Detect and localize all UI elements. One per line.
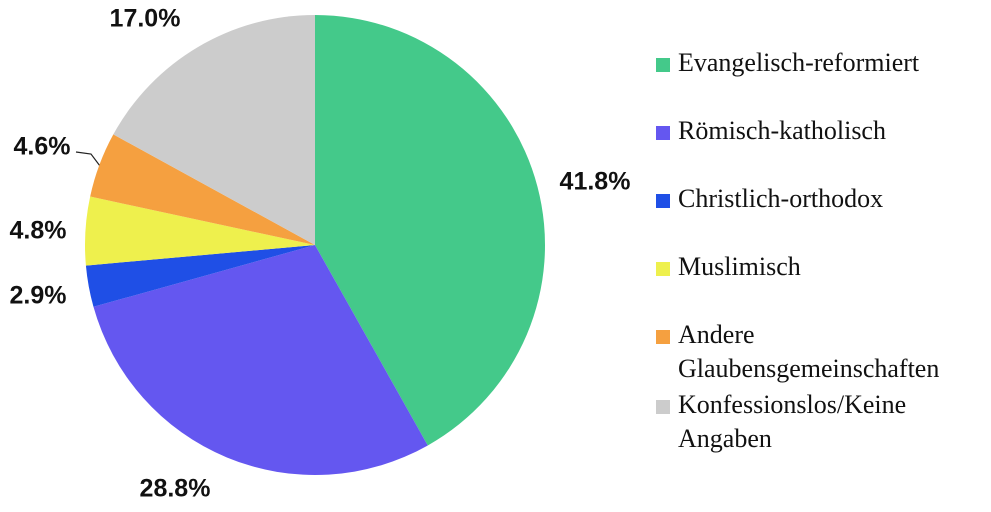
- value-label: 41.8%: [560, 168, 631, 196]
- value-label: 4.6%: [14, 133, 71, 161]
- pie-slice: [315, 15, 545, 446]
- leader-line: [75, 151, 101, 167]
- legend-swatch: [656, 330, 670, 344]
- pie-slice: [93, 245, 428, 475]
- legend-label: Evangelisch-reformiert: [678, 48, 920, 77]
- legend-swatch: [656, 126, 670, 140]
- legend-label: Muslimisch: [678, 252, 801, 281]
- legend-swatch: [656, 262, 670, 276]
- legend-label: Konfessionslos/Keine Angaben: [678, 390, 913, 453]
- value-label: 4.8%: [10, 217, 67, 245]
- legend-label: Christlich-orthodox: [678, 184, 883, 213]
- pie-slice: [113, 15, 315, 245]
- pie-slice: [85, 196, 315, 266]
- value-label: 17.0%: [110, 5, 181, 33]
- legend-swatch: [656, 400, 670, 414]
- legend-label: Andere Glaubensgemeinschaften: [678, 320, 939, 383]
- pie-slice: [85, 245, 316, 307]
- legend-label: Römisch-katholisch: [678, 116, 886, 145]
- legend-swatch: [656, 58, 670, 72]
- pie-slice: [90, 134, 315, 245]
- value-label: 28.8%: [140, 475, 211, 503]
- value-label: 2.9%: [10, 282, 67, 310]
- legend-swatch: [656, 194, 670, 208]
